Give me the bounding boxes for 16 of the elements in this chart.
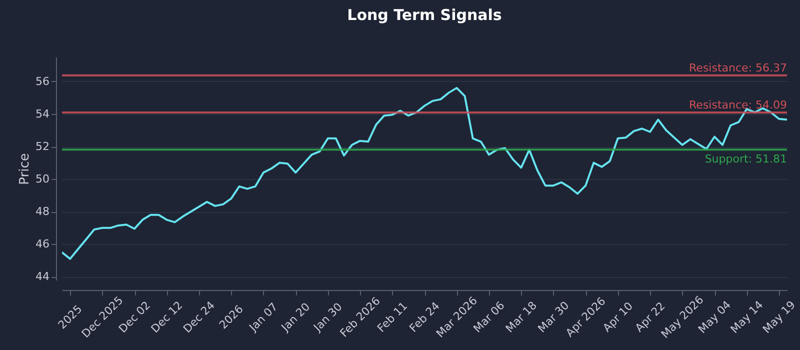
y-tick-label: 48 xyxy=(36,205,50,218)
y-tick-label: 52 xyxy=(36,140,50,154)
y-tick-label: 54 xyxy=(36,107,50,120)
x-tick-label: Jan 07 xyxy=(246,300,280,335)
y-tick-label: 44 xyxy=(36,270,50,284)
x-tick-label: Jan 20 xyxy=(278,300,313,335)
y-tick-label: 56 xyxy=(36,74,50,88)
ref-line-label: Support: 51.81 xyxy=(704,152,787,166)
line-series xyxy=(62,86,787,260)
y-axis-title: Price xyxy=(18,153,33,185)
y-tick-label: 46 xyxy=(36,238,50,251)
x-tick-label: Dec 24 xyxy=(180,298,218,336)
y-tick-label: 50 xyxy=(36,172,50,186)
ref-line-label: Resistance: 54.09 xyxy=(689,98,787,112)
chart-title: Long Term Signals xyxy=(347,6,502,24)
ref-line-label: Resistance: 56.37 xyxy=(689,61,787,74)
